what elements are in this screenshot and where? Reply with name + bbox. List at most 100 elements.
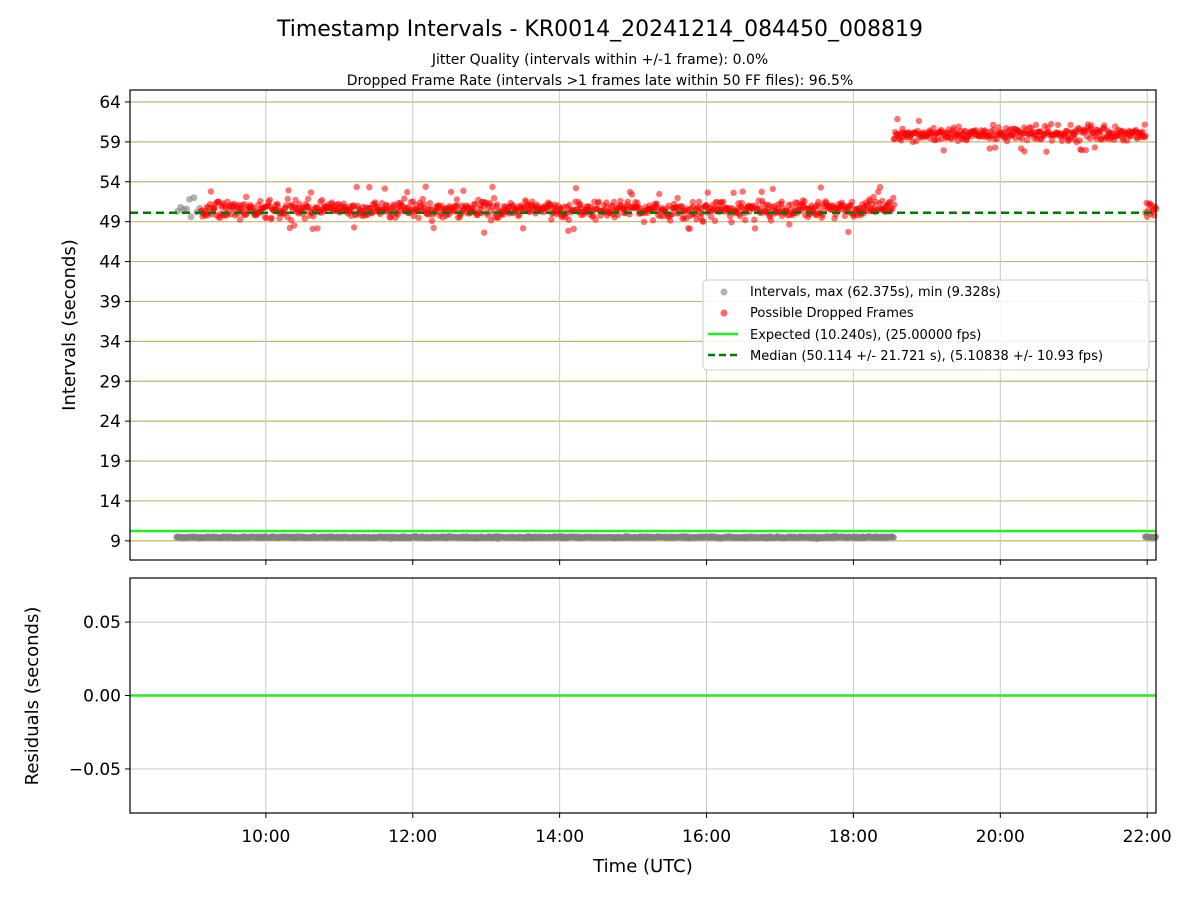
dropped-frame-point <box>595 198 602 205</box>
dropped-frame-point <box>1048 137 1056 144</box>
dropped-frame-point <box>243 193 250 200</box>
dropped-frame-point <box>876 184 884 191</box>
legend-dropped-marker <box>720 309 728 317</box>
dropped-frame-point <box>305 195 312 202</box>
dropped-frame-point <box>674 194 681 202</box>
dropped-frame-point <box>493 201 501 208</box>
dropped-frame-point <box>815 198 822 206</box>
dropped-frame-point <box>640 218 648 225</box>
dropped-frame-point <box>447 188 455 196</box>
legend: Intervals, max (62.375s), min (9.328s) P… <box>702 279 1150 371</box>
intervals-axes-frame <box>129 89 1157 561</box>
dropped-frame-point <box>667 217 674 224</box>
dropped-frame-point <box>430 224 437 232</box>
dropped-frame-point <box>519 225 527 232</box>
intervals-y-tick-label: 29 <box>99 372 121 392</box>
dropped-frame-point <box>1018 135 1025 142</box>
dropped-frame-point <box>1101 122 1108 129</box>
dropped-frame-point <box>848 198 856 206</box>
intervals-panel: 9 14 19 24 29 34 39 44 49 54 59 64 Intervals (secon… <box>59 89 1160 565</box>
dropped-frame-point <box>1086 135 1094 142</box>
dropped-frame-point <box>940 147 947 154</box>
dropped-frame-point <box>428 217 436 225</box>
dropped-frame-point <box>301 215 308 222</box>
dropped-frame-point <box>816 203 823 210</box>
dropped-frame-point <box>410 212 417 219</box>
legend-box <box>702 279 1150 371</box>
dropped-frame-point <box>570 225 577 233</box>
dropped-frame-point <box>1023 136 1031 144</box>
dropped-frame-point <box>257 197 264 205</box>
dropped-frame-point <box>548 216 555 223</box>
dropped-frame-point <box>707 213 715 220</box>
dropped-frame-point <box>930 124 937 132</box>
dropped-frame-point <box>991 144 999 151</box>
dropped-frame-point <box>401 195 408 202</box>
intervals-y-tick-label: 39 <box>99 292 121 312</box>
dropped-frame-point <box>366 184 373 191</box>
dropped-frame-point <box>913 137 920 145</box>
dropped-frame-point <box>285 187 292 194</box>
intervals-series <box>130 115 1160 543</box>
dropped-frame-point <box>739 188 746 195</box>
dropped-frame-point <box>490 194 498 202</box>
dropped-frame-point <box>276 215 283 222</box>
time-x-axis-label: Time (UTC) <box>592 856 693 877</box>
time-x-tick-label: 22:00 <box>1123 827 1172 847</box>
dropped-frame-point <box>314 225 321 232</box>
dropped-frame-point <box>1088 122 1095 129</box>
dropped-frame-point <box>421 201 428 208</box>
intervals-y-tick-label: 14 <box>99 492 121 512</box>
dropped-frame-point <box>751 216 758 223</box>
dropped-frame-point <box>778 198 785 205</box>
dropped-frame-point <box>592 216 599 223</box>
dropped-frame-point <box>617 197 624 205</box>
dropped-frame-point <box>1141 121 1148 128</box>
dropped-frame-point <box>1021 148 1028 155</box>
dropped-frame-point <box>266 196 273 204</box>
legend-intervals-label: Intervals, max (62.375s), min (9.328s) <box>750 285 1001 300</box>
time-x-tick-label: 20:00 <box>976 827 1025 847</box>
dropped-frame-point <box>786 221 793 228</box>
dropped-frame-point <box>769 185 776 193</box>
dropped-frame-point <box>1076 137 1083 144</box>
legend-expected-label: Expected (10.240s), (25.00000 fps) <box>750 328 981 343</box>
dropped-frame-point <box>915 117 923 125</box>
dropped-frame-point <box>841 212 849 220</box>
dropped-frame-point <box>236 216 244 223</box>
intervals-y-tick-label: 9 <box>110 532 121 552</box>
dropped-frame-point <box>291 222 298 229</box>
chart-subtitle-jitter: Jitter Quality (intervals within +/-1 fr… <box>431 52 768 68</box>
interval-point <box>890 534 897 541</box>
dropped-frame-point <box>751 225 759 232</box>
intervals-y-ticks: 9 14 19 24 29 34 39 44 49 54 59 64 <box>99 93 130 552</box>
intervals-y-axis-label: Intervals (seconds) <box>59 239 80 411</box>
dropped-frame-point <box>894 115 901 123</box>
dropped-frame-point <box>891 201 898 208</box>
intervals-y-tick-label: 24 <box>99 412 121 432</box>
residuals-y-axis-label: Residuals (seconds) <box>22 607 43 786</box>
dropped-frame-point <box>711 217 719 224</box>
dropped-frame-point <box>1048 120 1055 128</box>
dropped-frame-point <box>817 184 824 191</box>
intervals-y-tick-label: 54 <box>99 173 121 193</box>
intervals-x-ticks <box>265 560 1148 565</box>
dropped-frame-point <box>565 216 572 223</box>
intervals-y-tick-label: 64 <box>99 93 121 113</box>
intervals-y-tick-label: 19 <box>99 452 121 472</box>
residuals-y-tick-label: −0.05 <box>69 760 121 780</box>
dropped-frame-point <box>689 198 696 206</box>
time-x-tick-label: 10:00 <box>241 827 290 847</box>
dropped-frame-point <box>288 217 295 224</box>
dropped-frame-point <box>1091 144 1099 151</box>
dropped-frame-point <box>1043 148 1050 155</box>
time-x-tick-label: 18:00 <box>829 827 878 847</box>
dropped-frame-point <box>381 185 388 192</box>
dropped-frame-point <box>628 191 636 198</box>
dropped-frame-point <box>656 190 663 198</box>
dropped-frame-point <box>454 202 461 209</box>
interval-point <box>187 213 195 221</box>
residuals-x-ticks: 10:00 12:00 14:00 16:00 18:00 20:00 22:00 <box>241 813 1172 847</box>
dropped-frame-point <box>695 198 703 205</box>
